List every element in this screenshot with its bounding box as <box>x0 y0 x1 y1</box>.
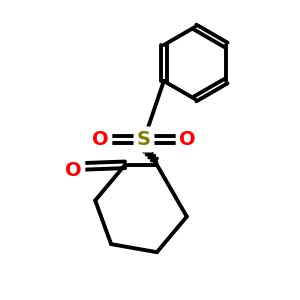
Text: S: S <box>137 130 151 149</box>
Text: O: O <box>179 130 196 149</box>
Text: O: O <box>65 161 82 181</box>
Text: O: O <box>92 130 109 149</box>
